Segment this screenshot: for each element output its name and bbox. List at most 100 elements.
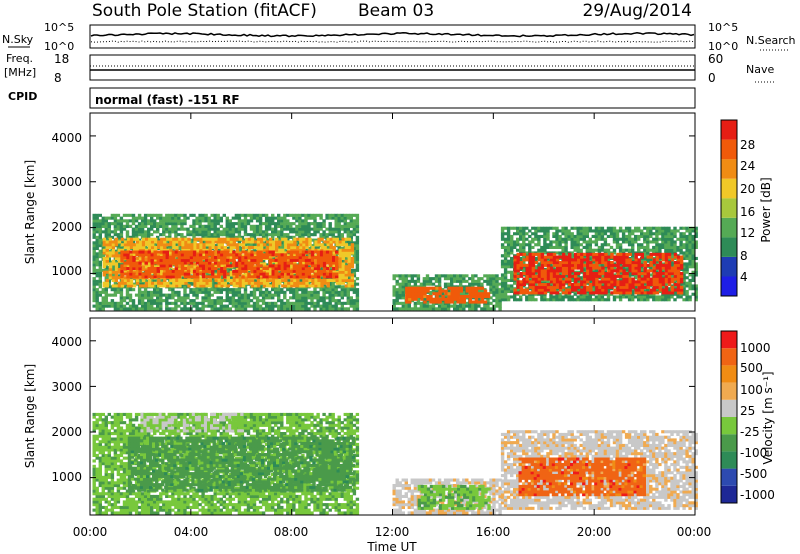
heatmap-cell bbox=[398, 296, 402, 300]
heatmap-cell bbox=[126, 267, 130, 271]
heatmap-cell bbox=[325, 256, 330, 260]
heatmap-cell bbox=[171, 307, 175, 311]
heatmap-cell bbox=[165, 293, 169, 297]
heatmap-cell bbox=[337, 246, 341, 250]
heatmap-cell bbox=[140, 290, 145, 294]
heatmap-cell bbox=[277, 293, 281, 297]
heatmap-cell bbox=[343, 222, 347, 226]
heatmap-cell bbox=[323, 281, 327, 285]
heatmap-cell bbox=[262, 256, 266, 260]
heatmap-cell bbox=[198, 290, 202, 294]
heatmap-cell bbox=[340, 307, 344, 311]
heatmap-cell bbox=[125, 230, 130, 234]
heatmap-cell bbox=[435, 295, 439, 299]
heatmap-cell bbox=[220, 278, 224, 282]
heatmap-cell bbox=[162, 299, 166, 303]
heatmap-cell bbox=[316, 267, 321, 271]
heatmap-cell bbox=[210, 235, 214, 239]
heatmap-cell bbox=[174, 227, 178, 231]
heatmap-cell bbox=[329, 250, 333, 254]
heatmap-cell bbox=[249, 290, 254, 294]
heatmap-cell bbox=[534, 234, 538, 238]
heatmap-cell bbox=[296, 278, 300, 282]
heatmap-cell bbox=[540, 226, 544, 230]
heatmap-cell bbox=[226, 264, 230, 268]
heatmap-cell bbox=[105, 251, 109, 255]
heatmap-cell bbox=[304, 230, 308, 234]
heatmap-cell bbox=[113, 307, 118, 311]
heatmap-cell bbox=[175, 245, 179, 249]
heatmap-cell bbox=[337, 233, 341, 237]
heatmap-cell bbox=[310, 244, 314, 248]
heatmap-cell bbox=[247, 267, 251, 271]
heatmap-cell bbox=[543, 245, 547, 249]
heatmap-cell bbox=[120, 253, 124, 257]
heatmap-cell bbox=[104, 290, 108, 294]
heatmap-cell bbox=[337, 227, 341, 231]
heatmap-cell bbox=[165, 296, 169, 300]
heatmap-cell bbox=[204, 235, 208, 239]
heatmap-cell bbox=[503, 262, 508, 266]
heatmap-cell bbox=[219, 224, 223, 228]
heatmap-cell bbox=[395, 288, 399, 292]
heatmap-cell bbox=[213, 233, 217, 237]
heatmap-cell bbox=[147, 222, 151, 226]
heatmap-cell bbox=[295, 288, 299, 292]
heatmap-cell bbox=[135, 275, 139, 279]
heatmap-cell bbox=[438, 300, 442, 304]
heatmap-cell bbox=[322, 301, 326, 305]
heatmap-cell bbox=[331, 304, 335, 308]
heatmap-cell bbox=[304, 258, 309, 262]
heatmap-cell bbox=[302, 243, 306, 247]
heatmap-cell bbox=[255, 288, 260, 292]
heatmap-cell bbox=[268, 219, 272, 223]
heatmap-cell bbox=[147, 258, 151, 262]
heatmap-cell bbox=[165, 267, 169, 271]
heatmap-cell bbox=[304, 293, 308, 297]
heatmap-cell bbox=[168, 230, 172, 234]
heatmap-cell bbox=[211, 262, 215, 266]
heatmap-cell bbox=[352, 246, 357, 250]
heatmap-cell bbox=[259, 253, 263, 257]
heatmap-cell bbox=[116, 244, 121, 248]
heatmap-cell bbox=[338, 276, 342, 280]
heatmap-cell bbox=[126, 240, 131, 244]
heatmap-cell bbox=[247, 272, 251, 276]
heatmap-cell bbox=[317, 243, 321, 247]
heatmap-cell bbox=[104, 224, 108, 228]
heatmap-cell bbox=[266, 240, 270, 244]
heatmap-cell bbox=[307, 267, 312, 271]
heatmap-cell bbox=[341, 237, 345, 241]
heatmap-cell bbox=[223, 284, 227, 288]
heatmap-cell bbox=[280, 299, 284, 303]
heatmap-cell bbox=[347, 284, 351, 288]
heatmap-cell bbox=[171, 275, 176, 279]
heatmap-cell bbox=[355, 255, 360, 259]
heatmap-cell bbox=[395, 307, 399, 311]
heatmap-cell bbox=[269, 284, 273, 288]
heatmap-cell bbox=[201, 241, 205, 245]
heatmap-cell bbox=[247, 264, 251, 268]
heatmap-cell bbox=[352, 288, 357, 292]
heatmap-cell bbox=[162, 256, 166, 260]
heatmap-cell bbox=[268, 301, 272, 305]
heatmap-cell bbox=[456, 286, 460, 290]
heatmap-cell bbox=[225, 296, 229, 300]
heatmap-cell bbox=[319, 235, 323, 239]
heatmap-cell bbox=[346, 224, 350, 228]
heatmap-cell bbox=[271, 230, 275, 234]
heatmap-cell bbox=[177, 222, 181, 226]
heatmap-cell bbox=[207, 288, 211, 292]
heatmap-cell bbox=[295, 219, 299, 223]
heatmap-cell bbox=[195, 275, 200, 279]
heatmap-cell bbox=[483, 300, 488, 304]
heatmap-cell bbox=[280, 267, 284, 271]
heatmap-cell bbox=[237, 224, 242, 228]
heatmap-cell bbox=[192, 299, 196, 303]
heatmap-cell bbox=[92, 246, 96, 250]
heatmap-cell bbox=[105, 259, 109, 263]
heatmap-cell bbox=[162, 216, 166, 220]
heatmap-cell bbox=[447, 292, 451, 296]
heatmap-cell bbox=[186, 282, 190, 286]
heatmap-cell bbox=[252, 249, 257, 253]
